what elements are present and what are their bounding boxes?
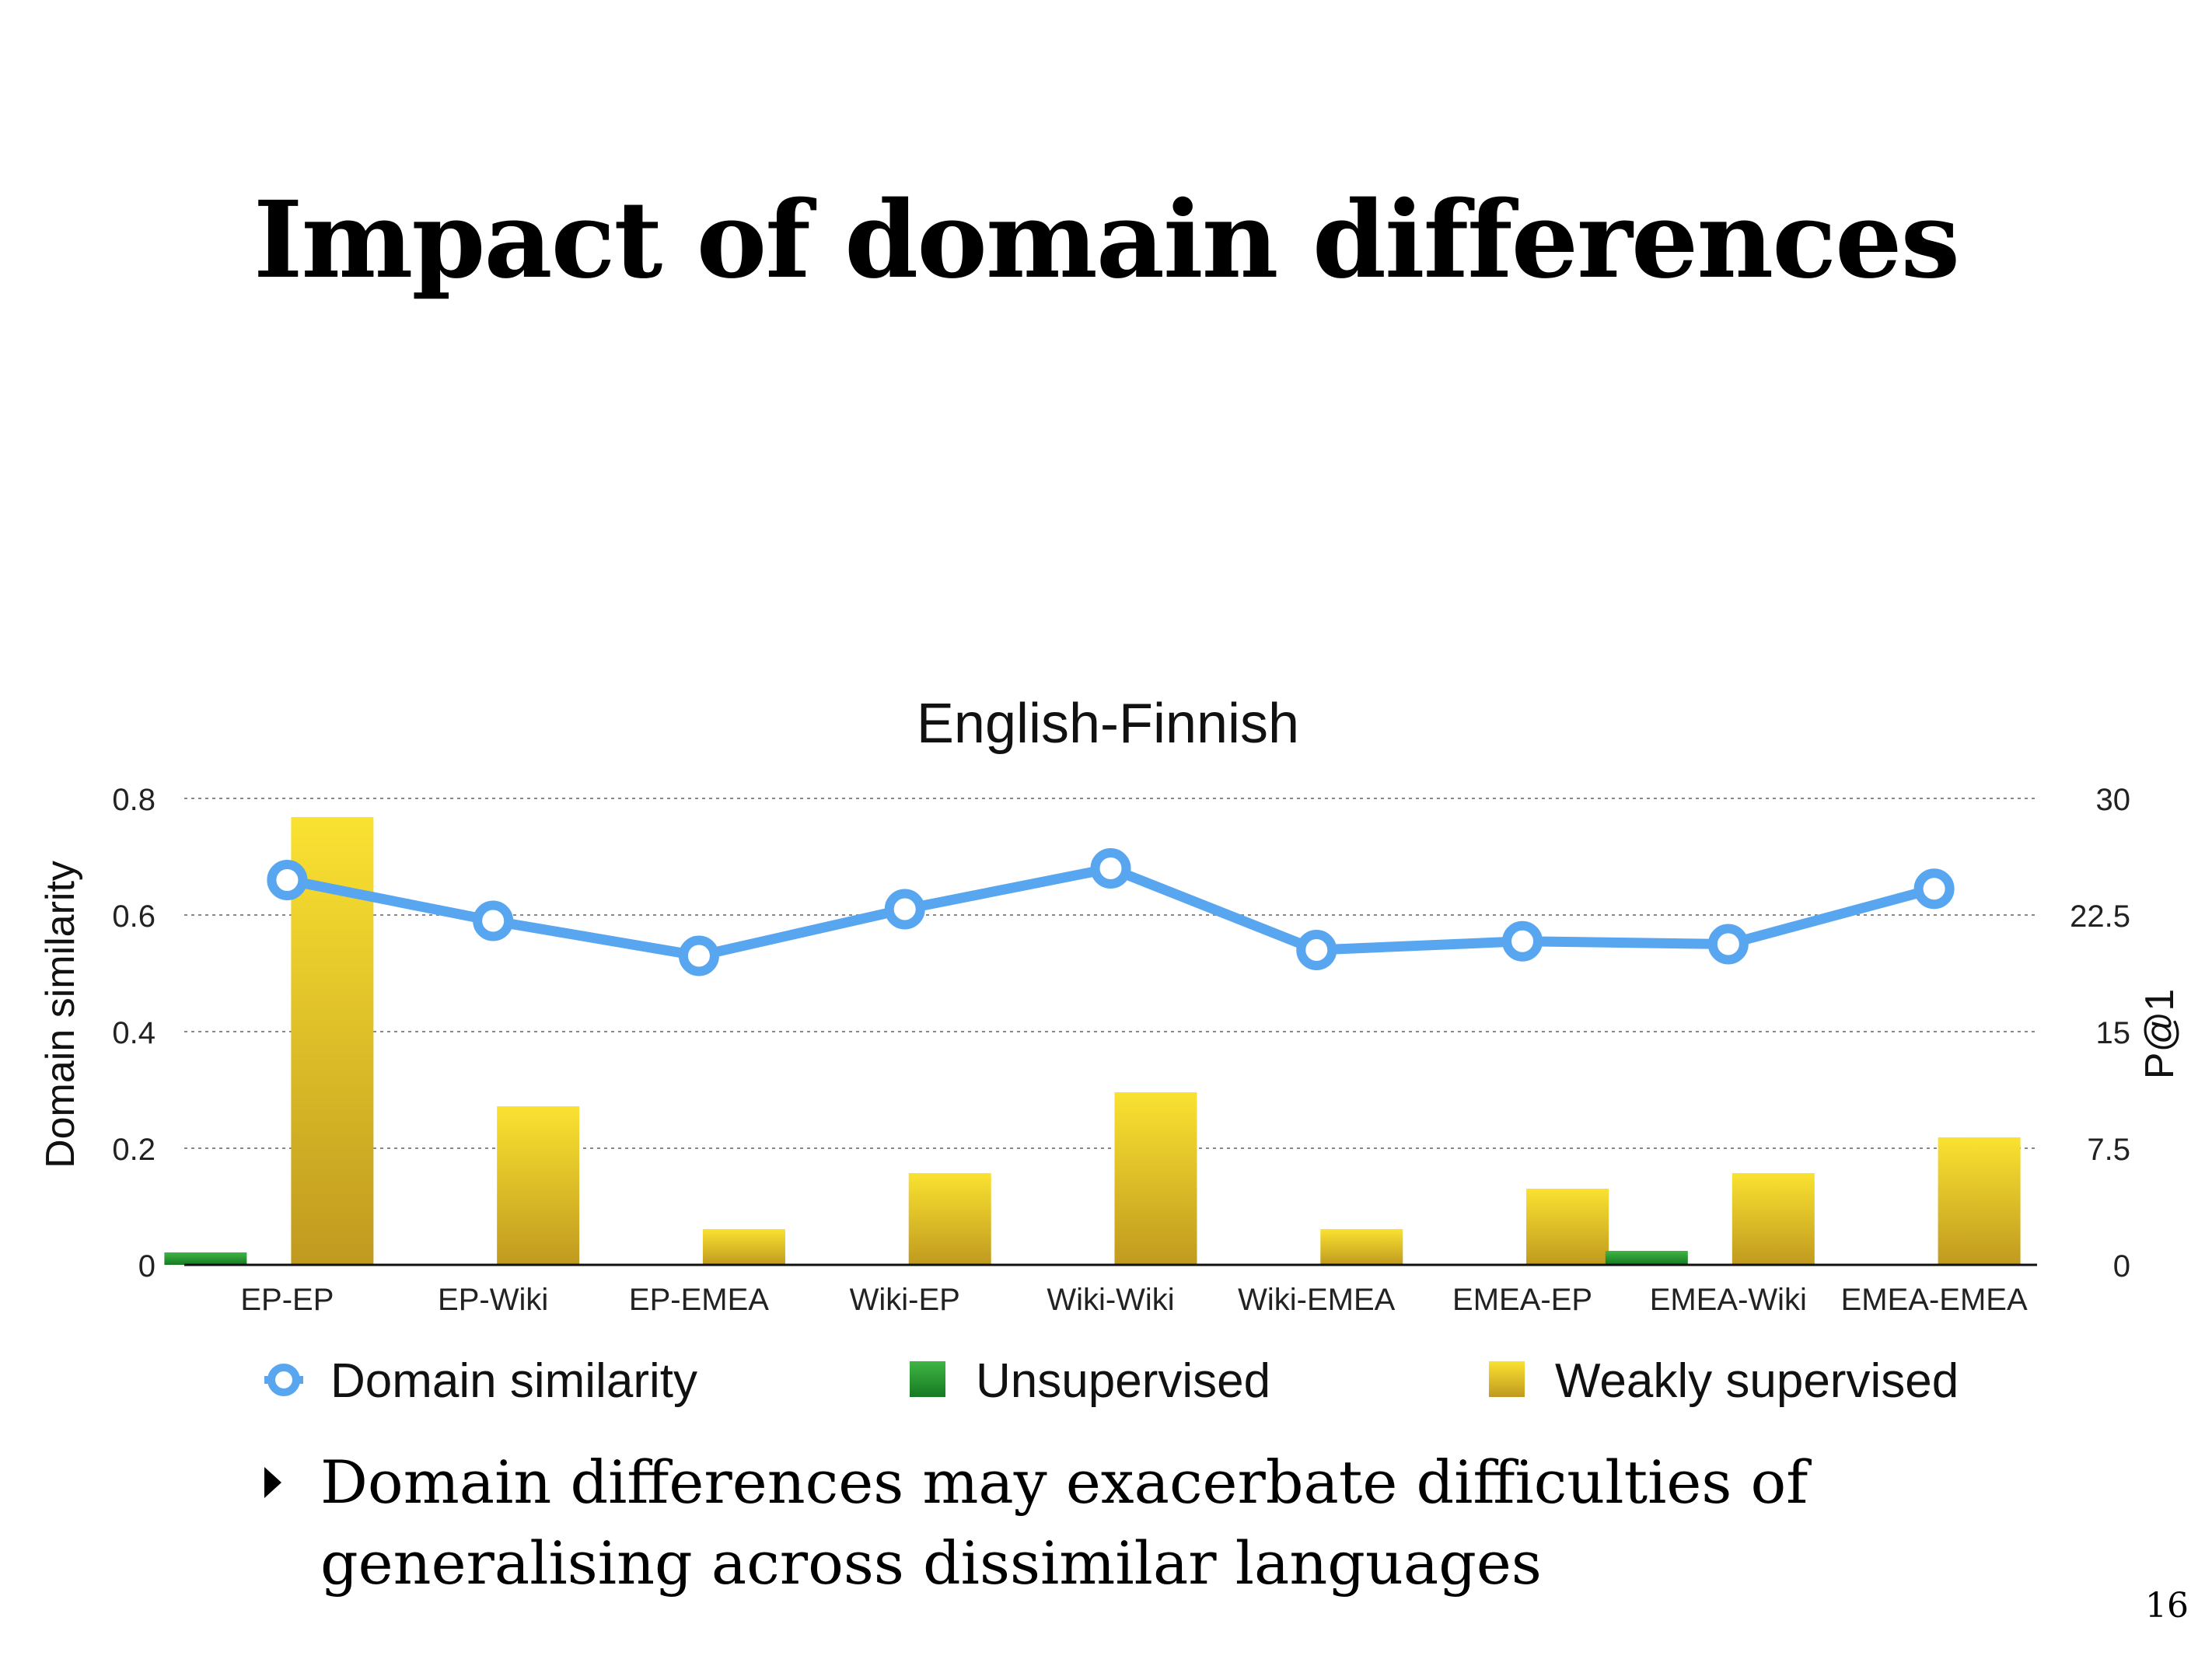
legend-swatch-weakly-supervised [1489,1361,1525,1397]
bar-weakly-supervised [1526,1189,1609,1265]
bar-weakly-supervised [1320,1229,1403,1265]
point-domain-similarity [1502,920,1543,962]
x-tick-label: EMEA-EMEA [1841,1283,2028,1317]
point-domain-similarity [678,935,719,976]
left-tick-label: 0.8 [112,783,156,817]
left-axis-label: Domain similarity [38,861,83,1168]
bar-weakly-supervised [497,1106,580,1265]
legend-label-weakly-supervised: Weakly supervised [1555,1354,1959,1408]
bar-weakly-supervised [1114,1092,1197,1265]
legend-swatch-unsupervised [910,1361,945,1397]
x-tick-label: EP-EMEA [629,1283,769,1317]
left-tick-label: 0 [138,1249,156,1284]
chart-title: English-Finnish [917,693,1299,755]
slide-title: Impact of domain differences [253,178,1960,302]
line-layer [267,848,1955,976]
x-tick-label: EP-EP [240,1283,334,1317]
right-tick-label: 22.5 [2070,899,2130,934]
bar-unsupervised [164,1252,247,1265]
right-tick-label: 30 [2096,783,2131,817]
point-domain-similarity [267,860,308,900]
right-tick-label: 0 [2113,1249,2130,1284]
legend-label-unsupervised: Unsupervised [976,1354,1270,1408]
point-domain-similarity [1707,924,1749,965]
point-domain-similarity [1090,848,1131,889]
x-tick-label: EP-Wiki [438,1283,548,1317]
point-domain-similarity [1913,868,1955,910]
axis-layer: 0 0 0.2 7.5 0.4 15 0.6 22.5 0.8 30 EP-EP EP-Wiki EP-… [112,783,2130,1317]
x-tick-label: Wiki-Wiki [1047,1283,1174,1317]
bars-layer [164,817,2021,1265]
bullet-text: Domain differences may exacerbate diffic… [320,1448,1808,1598]
legend-label-domain-similarity: Domain similarity [330,1354,697,1408]
x-tick-label: EMEA-Wiki [1650,1283,1807,1317]
left-tick-label: 0.2 [112,1133,156,1167]
left-tick-label: 0.4 [112,1016,156,1050]
bullet-point: Domain differences may exacerbate diffic… [264,1442,1836,1604]
legend-marker-domain-similarity [267,1364,300,1396]
left-tick-label: 0.6 [112,899,156,934]
bar-weakly-supervised [908,1173,991,1265]
legend: Domain similarity Unsupervised Weakly supe… [264,1354,1959,1408]
x-tick-label: Wiki-EMEA [1238,1283,1396,1317]
point-domain-similarity [473,900,514,941]
slide-number: 16 [2145,1586,2189,1626]
right-axis-label: P@1 [2137,989,2182,1079]
x-tick-label: EMEA-EP [1452,1283,1592,1317]
right-tick-label: 7.5 [2087,1133,2130,1167]
bullet-triangle-icon [264,1467,281,1498]
bar-unsupervised [1605,1251,1688,1265]
bar-weakly-supervised [1938,1137,2021,1265]
x-tick-label: Wiki-EP [850,1283,960,1317]
point-domain-similarity [1296,930,1337,970]
point-domain-similarity [884,889,925,930]
right-tick-label: 15 [2096,1016,2131,1050]
bar-weakly-supervised [702,1229,785,1265]
bar-weakly-supervised [1732,1173,1815,1265]
